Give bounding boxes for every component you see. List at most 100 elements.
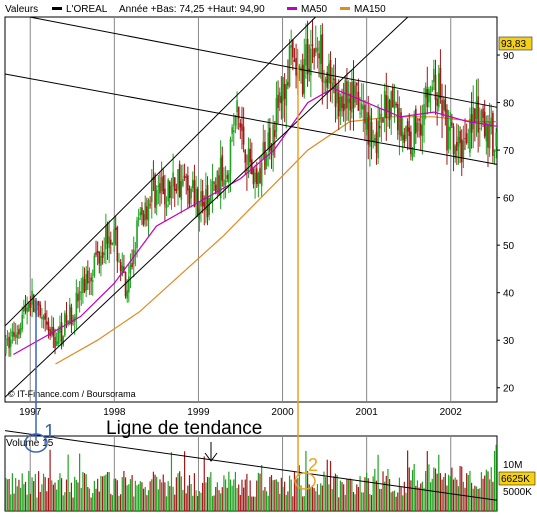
volume-last-tag-bg — [498, 471, 536, 486]
candle-body — [201, 190, 204, 206]
candle-body — [221, 155, 224, 181]
legend-ma50-swatch — [287, 7, 297, 10]
candle-body — [465, 133, 468, 144]
candle-body — [146, 206, 148, 220]
candle-body — [326, 72, 329, 88]
candle-body — [429, 91, 432, 96]
candle-body — [396, 103, 399, 131]
candle-body — [260, 162, 263, 187]
candle-body — [449, 126, 452, 131]
candle-body — [310, 48, 312, 76]
marker1-circle — [24, 433, 48, 453]
candle-body — [116, 226, 119, 262]
candle-body — [229, 139, 232, 173]
candle-body — [347, 98, 350, 103]
candle-body — [183, 175, 186, 178]
volume-tick-10m: 10M — [503, 460, 522, 471]
candle-body — [352, 80, 355, 109]
candle-body — [257, 173, 260, 187]
candle-body — [190, 188, 192, 199]
candle-body — [141, 207, 143, 215]
candle-body — [187, 175, 189, 191]
candle-body — [59, 325, 61, 334]
candle-body — [249, 148, 251, 163]
candle-body — [472, 107, 475, 130]
candle-body — [160, 177, 163, 192]
candle-body — [90, 277, 92, 281]
candle-body — [219, 157, 222, 199]
last-price-tag: 93,83 — [501, 39, 526, 50]
candle-body — [46, 321, 48, 325]
candle-body — [251, 159, 253, 175]
candle-body — [246, 168, 248, 171]
candle-body — [237, 106, 240, 119]
candle-body — [195, 188, 197, 203]
candle-body — [426, 89, 429, 108]
candle-body — [467, 147, 470, 149]
candle-body — [147, 200, 150, 221]
candle-body — [482, 108, 484, 118]
candle-body — [228, 173, 230, 183]
candle-body — [405, 126, 407, 139]
candle-body — [339, 96, 342, 112]
candle-body — [362, 105, 365, 110]
candle-body — [462, 140, 465, 158]
candle-body — [401, 132, 404, 141]
candle-body — [191, 179, 194, 189]
candle-body — [65, 314, 68, 323]
candle-body — [341, 96, 343, 109]
candle-body — [392, 87, 394, 108]
candle-body — [475, 101, 478, 120]
candle-body — [39, 304, 42, 316]
candle-body — [113, 229, 115, 244]
candle-body — [185, 176, 188, 178]
candle-body — [154, 174, 156, 208]
candle-body — [403, 134, 406, 143]
candle-body — [218, 175, 220, 195]
candle-body — [178, 163, 181, 198]
candle-body — [157, 185, 160, 187]
candle-body — [242, 126, 245, 145]
candle-body — [68, 304, 71, 324]
candle-body — [42, 316, 45, 320]
candle-body — [470, 114, 473, 133]
candle-body — [411, 153, 414, 157]
candle-body — [490, 117, 493, 128]
candle-body — [254, 172, 256, 183]
candle-body — [428, 89, 430, 103]
candle-body — [208, 197, 210, 215]
candle-body — [487, 124, 489, 148]
candle-body — [316, 47, 319, 52]
candle-body — [305, 44, 307, 66]
candle-body — [269, 127, 271, 152]
candle-body — [49, 329, 51, 337]
candle-body — [301, 64, 304, 95]
candle-body — [100, 255, 102, 266]
candle-body — [493, 149, 496, 152]
price-panel — [4, 16, 498, 403]
legend-ma150-swatch — [340, 7, 350, 10]
candle-body — [44, 313, 46, 320]
candle-body — [303, 58, 306, 94]
candle-body — [278, 92, 281, 103]
candle-body — [492, 112, 494, 157]
candle-body — [336, 85, 338, 104]
candle-body — [419, 123, 422, 136]
candle-body — [232, 130, 235, 132]
candle-body — [21, 314, 24, 330]
ma150-line — [55, 116, 497, 365]
candle-body — [480, 110, 483, 124]
candle-body — [365, 117, 368, 130]
candle-body — [410, 131, 412, 155]
candle-body — [159, 183, 161, 194]
candle-body — [14, 334, 17, 338]
candle-body — [464, 138, 466, 140]
candle-body — [214, 184, 217, 195]
volume-last-tag: 6625K — [501, 474, 530, 485]
legend-stock-swatch — [52, 7, 62, 10]
trend-label-arrow-head — [204, 452, 218, 462]
candle-body — [91, 280, 94, 282]
candle-body — [60, 322, 63, 342]
x-tick-label-2000: 2000 — [271, 407, 294, 418]
candle-body — [367, 112, 370, 145]
